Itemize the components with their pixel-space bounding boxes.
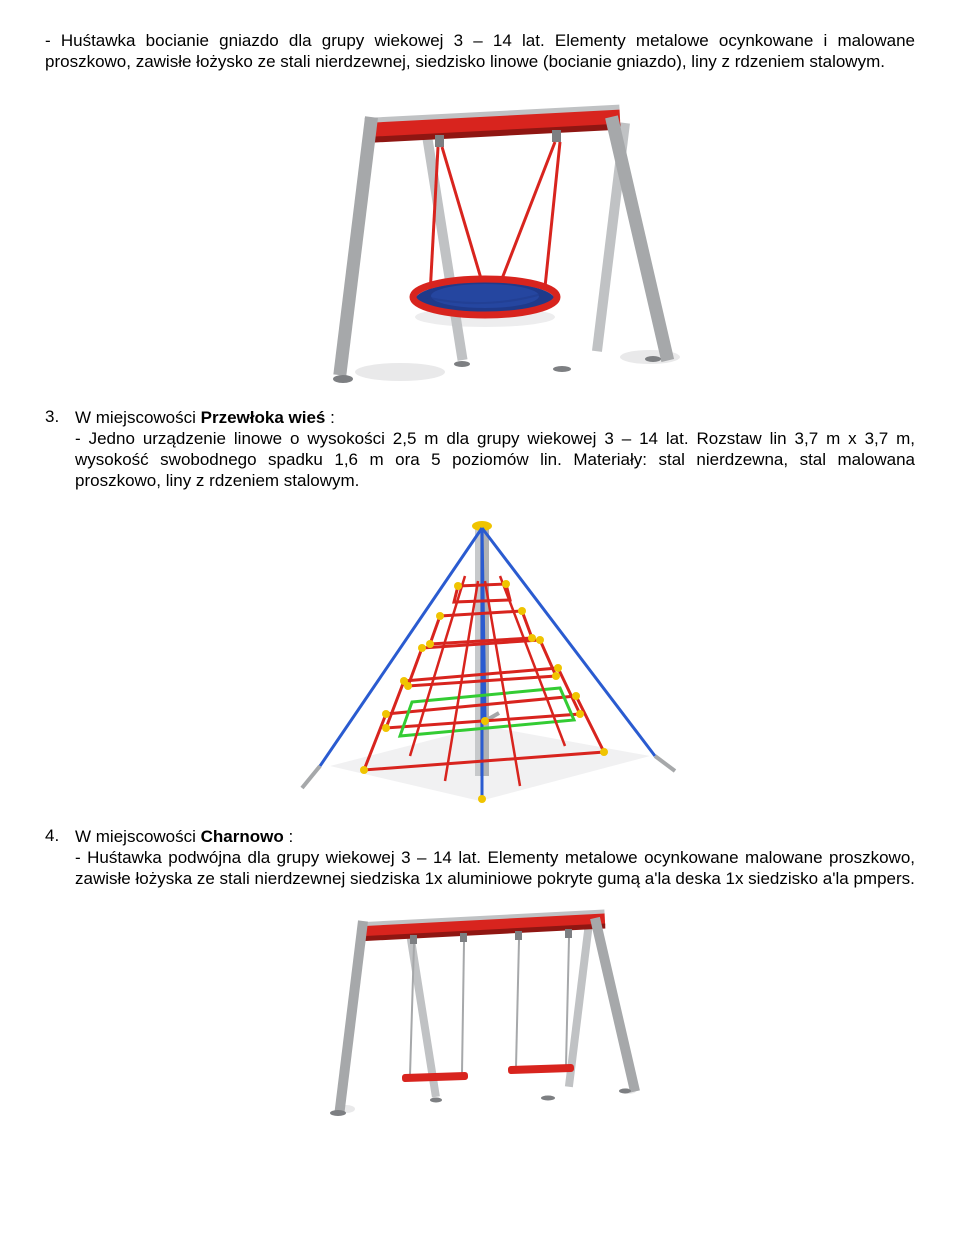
item-4-prefix: W miejscowości	[75, 827, 201, 846]
item-4-body: W miejscowości Charnowo : - Huśtawka pod…	[75, 826, 915, 890]
item-3-loc: Przewłoka wieś	[201, 408, 326, 427]
double-swing-svg	[290, 903, 670, 1118]
rope-pyramid-svg	[260, 506, 700, 806]
item-4-loc: Charnowo	[201, 827, 284, 846]
intro-text: - Huśtawka bocianie gniazdo dla grupy wi…	[45, 31, 915, 71]
item-3: 3. W miejscowości Przewłoka wieś : - Jed…	[45, 407, 915, 492]
figure-double-swing	[45, 903, 915, 1118]
intro-item: - Huśtawka bocianie gniazdo dla grupy wi…	[45, 30, 915, 73]
item-3-body: W miejscowości Przewłoka wieś : - Jedno …	[75, 407, 915, 492]
item-4-number: 4.	[45, 826, 75, 890]
figure-rope-pyramid	[45, 506, 915, 806]
nest-swing-svg	[270, 87, 690, 387]
item-3-number: 3.	[45, 407, 75, 492]
item-3-prefix: W miejscowości	[75, 408, 201, 427]
item-4: 4. W miejscowości Charnowo : - Huśtawka …	[45, 826, 915, 890]
figure-nest-swing	[45, 87, 915, 387]
